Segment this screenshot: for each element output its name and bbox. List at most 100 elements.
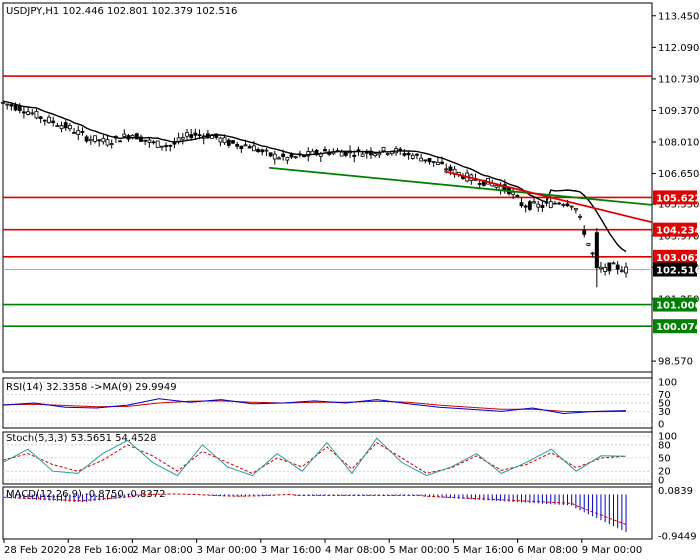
rsi-line bbox=[2, 398, 627, 415]
candle-body bbox=[235, 143, 240, 147]
candle-body bbox=[268, 152, 273, 157]
candle-body bbox=[511, 191, 516, 195]
candle-body bbox=[527, 201, 532, 210]
candle-body bbox=[139, 136, 143, 142]
time-label-6: 5 Mar 00:00 bbox=[389, 545, 449, 556]
time-label-2: 2 Mar 08:00 bbox=[132, 545, 192, 556]
candle-body bbox=[84, 136, 89, 142]
candle-body bbox=[80, 131, 85, 133]
candle-body bbox=[185, 132, 189, 137]
candle-body bbox=[197, 134, 202, 137]
macd-header: MACD(12,26,9) -0.8750 -0.8372 bbox=[6, 489, 166, 500]
candle-body bbox=[369, 150, 373, 156]
candle-body bbox=[42, 119, 47, 122]
candle-body bbox=[306, 151, 311, 157]
candle-body bbox=[68, 125, 72, 130]
candle-body bbox=[72, 131, 76, 134]
candle-body bbox=[63, 122, 68, 129]
price-tick-label-6: 105.330 bbox=[658, 200, 699, 211]
candle-body bbox=[586, 243, 591, 246]
candle-body bbox=[431, 161, 436, 163]
price-tick-label-1: 112.090 bbox=[658, 43, 699, 54]
candle-body bbox=[122, 133, 127, 137]
candle-body bbox=[159, 145, 164, 148]
rsi-tick-label-3: 30 bbox=[658, 407, 671, 418]
candle-body bbox=[34, 110, 39, 119]
candle-body bbox=[415, 153, 419, 156]
candle-body bbox=[477, 183, 482, 185]
candle-body bbox=[5, 103, 10, 106]
candle-body bbox=[603, 267, 608, 272]
candle-body bbox=[444, 168, 449, 171]
current-price-label: 102.516 bbox=[656, 266, 700, 277]
candle-body bbox=[406, 152, 411, 156]
candle-body bbox=[231, 140, 235, 144]
candle-body bbox=[356, 149, 361, 152]
candle-body bbox=[339, 151, 344, 157]
level-label-bg-4 bbox=[653, 297, 697, 312]
macd-tick-label-0: 0.0839 bbox=[658, 486, 693, 497]
rsi-tick-label-2: 50 bbox=[658, 399, 671, 410]
price-tick-label-0: 113.450 bbox=[658, 11, 699, 22]
candle-body bbox=[222, 137, 227, 144]
candle-body bbox=[105, 139, 110, 146]
candle-body bbox=[565, 203, 570, 207]
candle-body bbox=[569, 205, 574, 208]
candle-body bbox=[314, 149, 319, 156]
candle-body bbox=[180, 137, 185, 140]
time-label-7: 5 Mar 16:00 bbox=[453, 545, 513, 556]
candle-body bbox=[423, 159, 428, 162]
candle-body bbox=[172, 142, 177, 145]
candle-body bbox=[26, 111, 30, 115]
candle-body bbox=[93, 135, 97, 142]
candle-body bbox=[607, 262, 612, 272]
candle-body bbox=[88, 138, 93, 142]
candle-body bbox=[548, 201, 553, 209]
candle-body bbox=[247, 146, 252, 149]
stoch-tick-label-4: 0 bbox=[658, 476, 664, 487]
level-label-1: 105.622 bbox=[656, 193, 700, 204]
candle-body bbox=[189, 134, 194, 138]
candle-body bbox=[573, 208, 578, 211]
candle-body bbox=[76, 130, 81, 135]
candle-body bbox=[323, 149, 327, 152]
price-tick-label-4: 108.010 bbox=[658, 138, 699, 149]
candle-body bbox=[251, 145, 256, 152]
candle-body bbox=[256, 149, 260, 152]
candle-body-spike bbox=[594, 232, 599, 269]
candle-body bbox=[55, 125, 60, 128]
candle-body bbox=[147, 139, 152, 143]
candle-body bbox=[260, 149, 265, 153]
level-label-5: 100.074 bbox=[656, 322, 700, 333]
rsi-header: RSI(14) 32.3358 ->MA(9) 29.9949 bbox=[6, 382, 177, 393]
moving-average-line bbox=[2, 100, 627, 253]
rsi-tick-label-1: 70 bbox=[658, 390, 671, 401]
candle-body bbox=[582, 230, 587, 235]
level-label-3: 103.062 bbox=[656, 253, 700, 264]
candle-body bbox=[557, 202, 562, 205]
candle-body bbox=[13, 104, 18, 111]
trendline-1 bbox=[444, 170, 653, 224]
current-price-label-bg bbox=[653, 262, 697, 277]
time-label-9: 9 Mar 00:00 bbox=[582, 545, 642, 556]
stoch-tick-label-2: 50 bbox=[658, 454, 671, 465]
candle-body bbox=[264, 149, 269, 152]
candle-body bbox=[619, 270, 624, 273]
candle-body bbox=[155, 140, 160, 148]
candle-body bbox=[352, 154, 357, 157]
level-label-bg-5 bbox=[653, 319, 697, 334]
candle-body bbox=[419, 157, 424, 162]
time-label-5: 4 Mar 08:00 bbox=[325, 545, 385, 556]
candle-body bbox=[218, 137, 223, 143]
candle-body bbox=[373, 153, 378, 156]
candle-body bbox=[540, 204, 545, 208]
candle-body bbox=[38, 116, 43, 120]
candle-body bbox=[151, 141, 156, 144]
candle-body bbox=[59, 125, 64, 129]
candle-body bbox=[1, 101, 5, 104]
candle-body bbox=[440, 161, 444, 164]
candle-body bbox=[9, 104, 14, 107]
candle-body bbox=[51, 120, 56, 124]
